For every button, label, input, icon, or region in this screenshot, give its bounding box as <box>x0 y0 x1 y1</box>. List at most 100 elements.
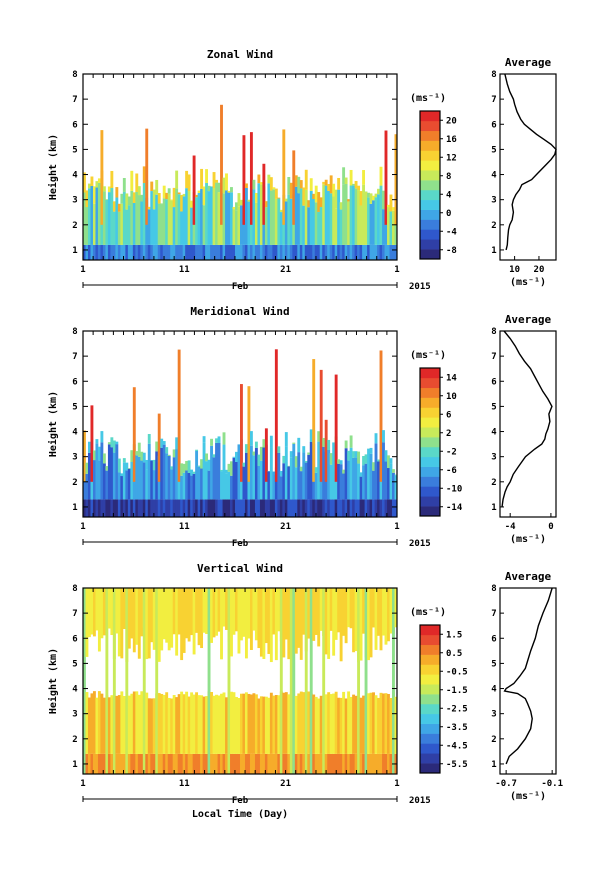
field-cell <box>284 692 288 754</box>
colorbar-tick-label: 1.5 <box>446 630 462 640</box>
y-axis-label: Height (km) <box>47 648 59 714</box>
field-cell <box>120 473 124 477</box>
field-cell <box>110 588 114 636</box>
field-cell <box>195 244 199 260</box>
field-cell <box>145 499 149 517</box>
field-cell <box>175 188 179 245</box>
field-cell <box>302 588 306 635</box>
field-cell <box>220 471 223 500</box>
field-cell <box>212 753 216 774</box>
field-cell <box>230 691 233 754</box>
colorbar-step <box>420 397 440 408</box>
field-cell <box>195 692 199 754</box>
field-cell <box>150 499 154 517</box>
field-cell <box>187 696 191 754</box>
colorbar-step <box>420 743 440 754</box>
field-cell <box>97 588 101 652</box>
field-cell <box>317 588 321 647</box>
year-label: 2015 <box>409 282 431 292</box>
field-cell <box>247 244 251 260</box>
field-cell <box>307 691 311 754</box>
field-cell <box>254 447 258 500</box>
colorbar-step <box>420 654 440 665</box>
field-cell <box>227 190 231 193</box>
field-cell <box>102 186 106 192</box>
field-cell <box>287 466 291 500</box>
field-cell <box>394 499 398 517</box>
field-cell <box>147 753 151 774</box>
month-label: Feb <box>232 282 249 292</box>
field-cell <box>220 244 223 260</box>
field-cell <box>115 753 119 774</box>
colorbar-step <box>420 733 440 744</box>
field-cell <box>222 753 226 774</box>
field-cell <box>362 588 365 634</box>
field-cell <box>314 185 318 203</box>
field-cell <box>85 244 89 260</box>
field-cell <box>175 697 179 754</box>
colorbar-tick-label: 0.5 <box>446 649 462 659</box>
field-cell <box>364 588 368 774</box>
field-cell <box>319 695 323 754</box>
field-cell <box>329 588 333 631</box>
field-cell <box>339 209 343 245</box>
field-cell <box>322 184 326 245</box>
field-cell <box>394 588 398 628</box>
field-cell <box>185 460 189 471</box>
field-cell <box>297 193 301 245</box>
field-cell <box>107 192 111 245</box>
field-cell <box>377 753 380 774</box>
field-cell <box>332 499 336 517</box>
colorbar: (ms⁻¹) 1.5 0.5 -0.5 -1.5 -2.5 -3.5 -4.5 -5.5 <box>410 607 468 774</box>
field-cell <box>215 753 218 774</box>
field-cell <box>369 453 373 500</box>
field-cell <box>329 453 333 465</box>
field-cell <box>192 210 196 245</box>
field-cell <box>175 244 179 260</box>
field-cell <box>289 198 293 245</box>
field-cell <box>244 187 248 245</box>
field-cell <box>212 499 216 517</box>
field-cell <box>185 499 189 517</box>
field-cell <box>130 588 134 639</box>
field-cell <box>324 179 328 186</box>
field-cell <box>372 200 375 245</box>
field-cell <box>247 199 251 202</box>
field-cell <box>319 753 323 774</box>
field-cell <box>332 183 336 197</box>
field-cell <box>329 694 333 754</box>
field-cell <box>272 189 276 245</box>
y-tick-label: 2 <box>72 478 77 488</box>
field-cell <box>175 588 179 656</box>
field-cell <box>122 696 126 754</box>
profile-x-tick-label: -0.7 <box>495 779 517 789</box>
field-cell <box>282 129 286 225</box>
colorbar-tick-label: 4 <box>446 190 452 200</box>
field-cell <box>100 130 104 225</box>
field-cell <box>180 588 184 661</box>
field-cell <box>197 190 201 193</box>
profile-y-tick-label: 2 <box>491 735 496 745</box>
field-cell <box>344 753 348 774</box>
field-cell <box>257 588 261 649</box>
profile-x-tick-label: 10 <box>509 265 520 275</box>
field-cell <box>110 170 114 189</box>
field-cell <box>142 166 146 183</box>
field-cell <box>142 244 146 260</box>
field-cell <box>200 588 204 649</box>
field-cell <box>317 698 321 754</box>
field-cell <box>105 588 109 774</box>
field-cell <box>262 447 266 500</box>
field-cell <box>342 167 346 185</box>
colorbar-tick-label: -4.5 <box>446 741 468 751</box>
field-cell <box>274 198 278 245</box>
field-cell <box>122 462 126 500</box>
colorbar-tick-label: 0 <box>446 209 451 219</box>
field-cell <box>324 419 328 482</box>
field-cell <box>367 693 370 754</box>
field-cell <box>137 244 141 260</box>
field-cell <box>87 183 91 189</box>
field-cell <box>125 244 129 260</box>
field-cell <box>302 499 306 517</box>
